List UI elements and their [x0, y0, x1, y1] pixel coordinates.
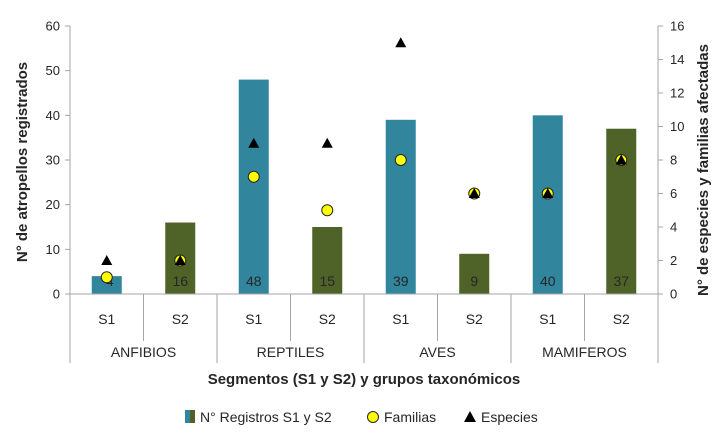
bar-data-label: 40 — [540, 273, 556, 289]
legend-familias-marker — [367, 411, 379, 423]
familias-point — [100, 271, 113, 284]
especies-point — [542, 188, 554, 198]
bar-data-label: 16 — [172, 273, 188, 289]
y2-tick-label: 10 — [670, 119, 684, 134]
y2-tick-label: 16 — [670, 19, 684, 34]
bar-s2 — [459, 253, 490, 294]
y-tick-label: 20 — [46, 197, 60, 212]
y2-tick-label: 0 — [670, 287, 677, 302]
bar-data-label: 37 — [613, 273, 629, 289]
legend-label-especies: Especies — [481, 409, 538, 425]
familias-point — [247, 170, 260, 183]
bar-s1 — [385, 119, 416, 294]
bar-s2 — [606, 128, 637, 294]
x-category-label: S2 — [613, 311, 630, 327]
y-tick-label: 50 — [46, 63, 60, 78]
y-tick-label: 30 — [46, 153, 60, 168]
legend: N° Registros S1 y S2 Familias Especies — [185, 409, 538, 425]
especies-point — [615, 154, 627, 165]
y-tick-label: 10 — [46, 242, 60, 257]
y2-tick-label: 2 — [670, 253, 677, 268]
x-category-label: S2 — [466, 311, 483, 327]
x-category-label: S1 — [98, 311, 115, 327]
y-axis-title: N° de atropellos registrados — [14, 62, 31, 262]
y2-tick-label: 6 — [670, 186, 677, 201]
x-category-label: S2 — [319, 311, 336, 327]
especies-point — [468, 188, 480, 198]
bar-data-label: 9 — [470, 273, 478, 289]
y-tick-label: 0 — [53, 287, 60, 302]
y2-tick-label: 12 — [670, 86, 684, 101]
x-group-label: MAMIFEROS — [542, 344, 627, 360]
bar-s1 — [91, 276, 122, 294]
y-tick-label: 60 — [46, 19, 60, 34]
legend-label-familias: Familias — [384, 409, 436, 425]
y2-axis-title: N° de especies y familias afectadas — [695, 44, 712, 296]
especies-point — [248, 137, 260, 148]
bar-data-label: 48 — [246, 273, 262, 289]
bar-data-label: 15 — [319, 273, 335, 289]
especies-point — [321, 137, 333, 148]
plot-area: 0102030405060024681012141641648153994037… — [46, 19, 684, 363]
legend-bar-swatch-s1 — [185, 410, 190, 423]
y2-tick-label: 8 — [670, 153, 677, 168]
bar-data-label: 39 — [393, 273, 409, 289]
especies-point — [395, 37, 407, 48]
y2-tick-label: 4 — [670, 220, 677, 235]
legend-especies-marker — [464, 411, 476, 422]
bar-s1 — [532, 115, 563, 294]
x-category-label: S1 — [392, 311, 409, 327]
legend-bar-swatch-s2 — [190, 410, 195, 423]
x-category-label: S2 — [172, 311, 189, 327]
especies-point — [174, 255, 186, 265]
y2-tick-label: 14 — [670, 52, 684, 67]
x-group-label: ANFIBIOS — [111, 344, 176, 360]
x-category-label: S1 — [245, 311, 262, 327]
x-group-label: AVES — [419, 344, 455, 360]
x-group-label: REPTILES — [257, 344, 325, 360]
bar-s1 — [238, 79, 269, 294]
y-tick-label: 40 — [46, 108, 60, 123]
especies-point — [101, 255, 113, 265]
legend-label-registros: N° Registros S1 y S2 — [200, 409, 332, 425]
familias-point — [394, 154, 407, 166]
familias-point — [321, 204, 334, 217]
bar-s2 — [312, 227, 343, 294]
x-category-label: S1 — [539, 311, 556, 327]
x-axis-title: Segmentos (S1 y S2) y grupos taxonómicos — [208, 371, 521, 388]
